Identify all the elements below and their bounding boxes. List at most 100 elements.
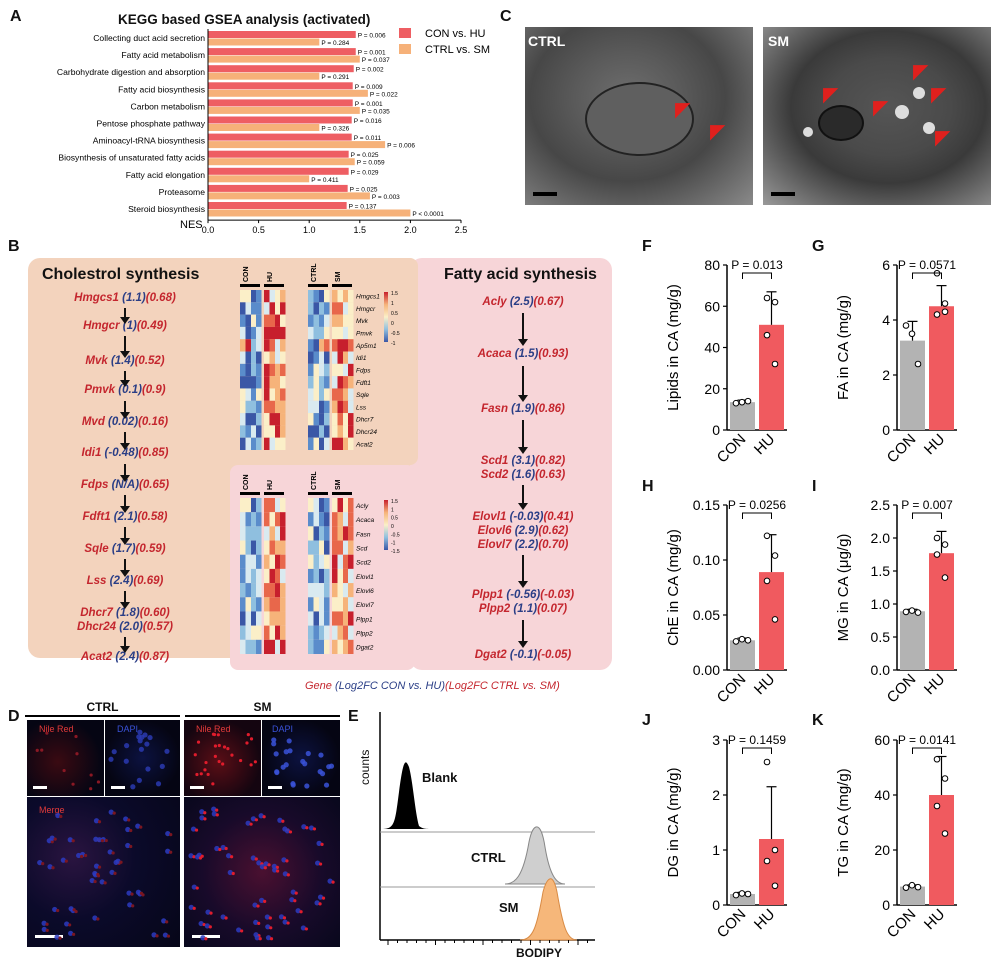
heatmap-cell	[348, 583, 354, 598]
lipid-dot	[199, 772, 203, 776]
heatmap-cell	[256, 351, 262, 364]
gene-fc-con-hu: (2.4)	[109, 575, 134, 587]
gene-fc-ctrl-sm: (0.87)	[139, 651, 170, 663]
gene-fc-ctrl-sm: (0.58)	[137, 511, 168, 523]
gsea-bar	[208, 202, 347, 209]
nucleus-dot	[55, 812, 61, 819]
heatmap-cell	[308, 639, 314, 654]
lipid-droplet	[923, 122, 935, 134]
group-label: HU	[751, 671, 778, 698]
heatmap-cell	[245, 290, 251, 303]
scale-bar	[192, 935, 220, 938]
heatmap-cell	[251, 583, 257, 598]
heatmap-cell	[343, 400, 349, 414]
nucleus-dot	[41, 920, 47, 926]
lipid-dot	[275, 865, 279, 869]
heatmap-cell	[337, 498, 343, 513]
heatmap-cell	[324, 388, 330, 401]
caption-ctrl: (Log2FC CTRL vs. SM)	[445, 680, 560, 692]
flow-ctrl-label: CTRL	[471, 850, 506, 865]
nucleus-dot	[286, 738, 292, 744]
lipid-dot	[249, 763, 253, 767]
gene-name: Pmvk	[84, 384, 119, 396]
nucleus-dot	[250, 816, 256, 822]
heatmap-cell	[245, 339, 251, 352]
heatmap-cell	[319, 413, 325, 426]
y-tick-label: 0	[882, 422, 890, 438]
heatmap-cell	[280, 314, 286, 327]
heatmap-cell	[308, 625, 314, 640]
heatmap-cell	[275, 583, 281, 598]
heatmap-cell	[275, 639, 281, 654]
hu-bar	[929, 306, 954, 430]
gene-fc-con-hu: (2.4)	[115, 651, 140, 663]
heatmap-cell	[269, 290, 275, 303]
heatmap-cell	[245, 363, 251, 377]
heatmap-cell	[324, 363, 330, 377]
heatmap-gene-label: Fdft1	[356, 380, 371, 387]
y-tick-label: 0.00	[693, 662, 720, 678]
heatmap-cell	[280, 302, 286, 315]
gsea-bar	[208, 106, 360, 114]
heatmap-cell	[245, 326, 251, 340]
y-tick-label: 2.0	[871, 530, 891, 546]
nucleus-dot	[111, 749, 117, 755]
heatmap-cell	[251, 568, 257, 584]
d-sm-merge	[184, 797, 340, 947]
heatmap-cell	[348, 425, 354, 438]
lipid-dot	[267, 863, 271, 867]
gene-entry: Hmgcr (1)(0.49)	[35, 320, 215, 332]
nucleus-dot	[278, 914, 285, 920]
heatmap-cell	[324, 512, 330, 527]
lipid-dot	[304, 927, 308, 931]
heatmap-cell	[319, 611, 325, 626]
nucleus-dot	[301, 824, 307, 830]
gsea-bar	[208, 55, 360, 63]
category-label: Fatty acid metabolism	[121, 50, 205, 60]
heatmap-cell	[343, 526, 349, 541]
heatmap-cell	[319, 425, 325, 438]
gene-name: Acly	[482, 296, 510, 308]
heatmap-cell	[269, 363, 275, 377]
lipid-dot	[58, 936, 62, 940]
heatmap-group-label: CON	[243, 266, 250, 282]
lipid-dot	[288, 830, 293, 834]
con-bar	[730, 894, 755, 905]
lipid-dot	[129, 844, 133, 849]
significance-bracket	[912, 272, 942, 279]
con-bar	[900, 611, 925, 670]
heatmap-cell	[280, 554, 286, 569]
gene-name: Acat2	[80, 651, 116, 663]
heatmap-cell	[348, 400, 354, 414]
heatmap-cell	[251, 512, 257, 527]
lipid-dot	[268, 916, 272, 920]
group-bar	[308, 284, 328, 287]
panel-label-d: D	[8, 708, 20, 725]
nucleus-dot	[258, 813, 264, 819]
heatmap-cell	[332, 498, 338, 513]
heatmap-cell	[251, 339, 257, 352]
heatmap-gene-label: Hmgcs1	[356, 294, 380, 301]
heatmap-cell	[264, 388, 270, 401]
color-scale-label: 0.5	[391, 516, 398, 522]
panel-label-c: C	[500, 8, 512, 25]
lipid-dot	[204, 937, 208, 941]
heatmap-cell	[251, 388, 257, 401]
heatmap-cell	[275, 376, 281, 389]
heatmap-cell	[256, 314, 262, 327]
gene-entry: Elovl7 (2.2)(0.70)	[433, 539, 613, 551]
heatmap-cell	[269, 326, 275, 340]
heatmap-cell	[280, 512, 286, 527]
gene-entry: Acly (2.5)(0.67)	[433, 296, 613, 308]
gsea-bar	[208, 175, 310, 183]
heatmap-cell	[256, 554, 262, 569]
category-label: Pentose phosphate pathway	[97, 119, 206, 129]
y-tick-label: 2	[882, 367, 890, 383]
lipid-dot	[56, 908, 60, 913]
panel-label-f: F	[642, 238, 652, 255]
heatmap-cell	[256, 339, 262, 352]
heatmap-cell	[343, 339, 349, 352]
heatmap-cell	[324, 351, 330, 364]
flow-xlabel: BODIPY	[516, 946, 563, 960]
lipid-dot	[74, 909, 78, 914]
